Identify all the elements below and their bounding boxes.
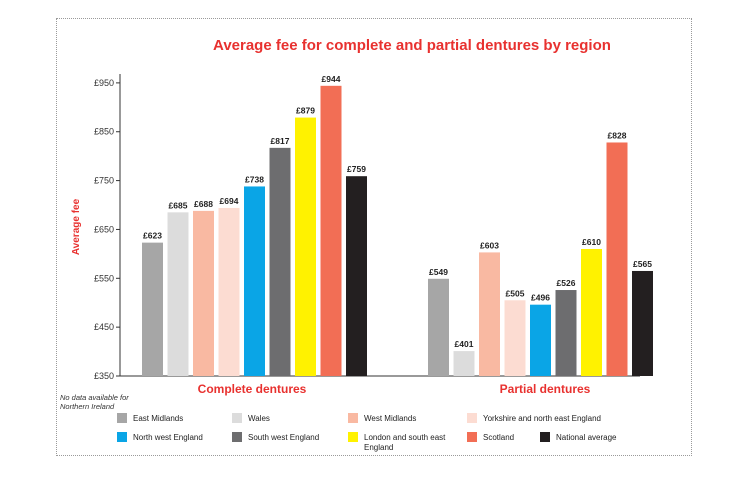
legend-swatch xyxy=(540,432,550,442)
legend-swatch xyxy=(467,413,477,423)
bar xyxy=(504,300,526,376)
bar xyxy=(530,304,551,376)
legend-label: Wales xyxy=(248,414,270,423)
y-tick-label: £650 xyxy=(94,224,114,234)
legend-label: West Midlands xyxy=(364,414,416,423)
bar xyxy=(555,290,577,376)
bar xyxy=(320,85,342,376)
data-label: £610 xyxy=(582,237,601,247)
bar xyxy=(606,142,628,376)
bar xyxy=(244,186,265,376)
legend-label: South west England xyxy=(248,433,319,442)
legend-swatch xyxy=(117,432,127,442)
bar xyxy=(218,207,240,376)
y-tick-label: £950 xyxy=(94,78,114,88)
bar xyxy=(295,117,316,376)
data-label: £565 xyxy=(633,259,652,269)
data-label: £623 xyxy=(143,231,162,241)
legend-swatch xyxy=(232,432,242,442)
data-label: £549 xyxy=(429,267,448,277)
legend-label: Yorkshire and north east England xyxy=(483,414,601,423)
data-label: £879 xyxy=(296,106,315,116)
bar xyxy=(453,351,475,376)
bar xyxy=(632,270,653,376)
legend-swatch xyxy=(117,413,127,423)
y-tick-label: £550 xyxy=(94,273,114,283)
bar xyxy=(142,242,163,376)
chart-title: Average fee for complete and partial den… xyxy=(213,37,611,54)
legend-label: East Midlands xyxy=(133,414,183,423)
category-label: Complete dentures xyxy=(198,382,307,396)
legend-swatch xyxy=(348,432,358,442)
bar xyxy=(346,176,367,376)
legend-label: National average xyxy=(556,433,617,442)
data-label: £603 xyxy=(480,240,499,250)
legend-swatch xyxy=(232,413,242,423)
legend-label: Scotland xyxy=(483,433,514,442)
data-label: £944 xyxy=(322,74,341,84)
data-label: £401 xyxy=(455,339,474,349)
data-label: £694 xyxy=(220,196,239,206)
bar xyxy=(581,248,602,376)
legend-swatch xyxy=(348,413,358,423)
bar xyxy=(428,278,449,376)
bar xyxy=(479,252,500,376)
legend-label: North west England xyxy=(133,433,203,442)
legend-label: England xyxy=(364,443,393,452)
bar xyxy=(269,147,291,376)
y-tick-label: £850 xyxy=(94,127,114,137)
data-label: £526 xyxy=(557,278,576,288)
chart-frame xyxy=(56,18,692,456)
data-label: £505 xyxy=(506,288,525,298)
legend-label: London and south east xyxy=(364,433,446,442)
note-text-line: No data available for xyxy=(60,393,129,402)
category-label: Partial dentures xyxy=(500,382,591,396)
y-tick-label: £450 xyxy=(94,322,114,332)
data-label: £817 xyxy=(271,136,290,146)
y-tick-label: £350 xyxy=(94,371,114,381)
y-tick-label: £750 xyxy=(94,176,114,186)
data-label: £759 xyxy=(347,164,366,174)
note-text-line: Northern Ireland xyxy=(60,402,115,411)
data-label: £828 xyxy=(608,130,627,140)
bar xyxy=(193,210,214,376)
data-label: £738 xyxy=(245,174,264,184)
data-label: £688 xyxy=(194,199,213,209)
data-label: £496 xyxy=(531,293,550,303)
y-axis-label: Average fee xyxy=(71,198,82,255)
legend-swatch xyxy=(467,432,477,442)
data-label: £685 xyxy=(169,200,188,210)
bar xyxy=(167,212,189,376)
